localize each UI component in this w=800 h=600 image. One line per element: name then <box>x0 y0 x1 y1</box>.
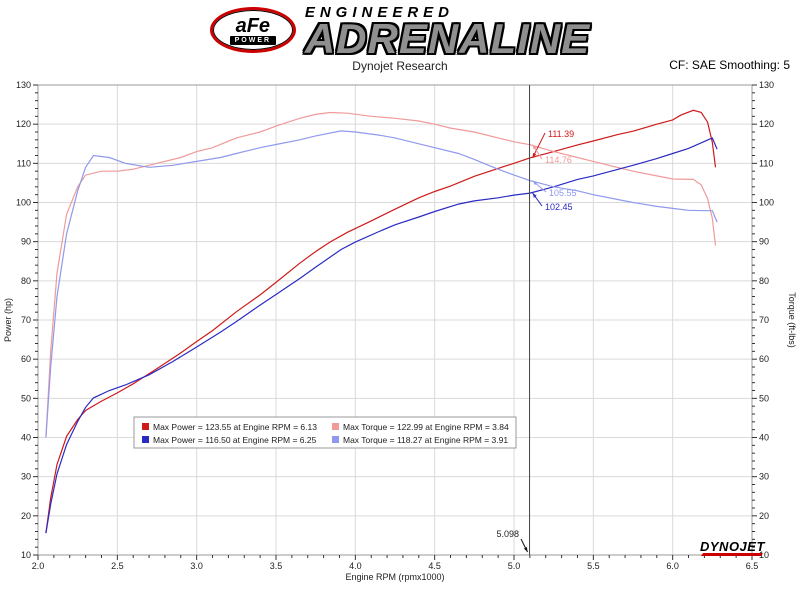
svg-text:4.5: 4.5 <box>428 561 441 571</box>
svg-text:5.5: 5.5 <box>587 561 600 571</box>
curve-stock-torque <box>45 130 718 438</box>
svg-text:3.5: 3.5 <box>270 561 283 571</box>
chart-legend: Max Power = 123.55 at Engine RPM = 6.13 M… <box>133 416 517 449</box>
svg-text:100: 100 <box>16 198 31 208</box>
svg-text:90: 90 <box>759 237 769 247</box>
correction-factor-label: CF: SAE Smoothing: 5 <box>669 58 790 72</box>
chart-subtitle: Dynojet Research <box>352 59 448 73</box>
svg-text:6.0: 6.0 <box>666 561 679 571</box>
header-banner: aFe POWER ENGINEERED ADRENALINE <box>0 4 800 62</box>
svg-text:102.45: 102.45 <box>545 202 573 212</box>
svg-text:110: 110 <box>17 158 31 168</box>
svg-text:60: 60 <box>21 354 31 364</box>
legend-swatch-afe-power <box>142 423 149 430</box>
svg-text:2.5: 2.5 <box>111 561 124 571</box>
svg-text:20: 20 <box>21 511 31 521</box>
svg-text:2.0: 2.0 <box>32 561 45 571</box>
svg-text:5.098: 5.098 <box>496 529 519 539</box>
legend-swatch-stock-power <box>142 436 149 443</box>
curve-afe-power <box>45 109 717 534</box>
cursor-readout-stock-torque: 105.55 <box>532 180 577 198</box>
svg-text:50: 50 <box>21 393 31 403</box>
cursor-readout-afe-power: 111.39 <box>532 129 574 159</box>
y-axis-title-right: Torque (ft-lbs) <box>787 292 797 348</box>
svg-text:114.76: 114.76 <box>545 155 572 165</box>
svg-text:120: 120 <box>759 119 774 129</box>
svg-text:10: 10 <box>759 550 769 560</box>
svg-text:130: 130 <box>759 80 774 90</box>
brand-wordmark: ENGINEERED ADRENALINE <box>304 4 591 62</box>
curve-stock-power <box>45 137 718 534</box>
svg-text:3.0: 3.0 <box>190 561 203 571</box>
svg-text:105.55: 105.55 <box>549 188 577 198</box>
legend-swatch-afe-torque <box>332 423 339 430</box>
svg-text:80: 80 <box>759 276 769 286</box>
svg-text:4.0: 4.0 <box>349 561 362 571</box>
svg-text:20: 20 <box>759 511 769 521</box>
curve-afe-torque <box>45 111 717 438</box>
svg-text:40: 40 <box>21 433 31 443</box>
dynojet-logo: DYNOJET <box>700 538 765 556</box>
svg-text:130: 130 <box>16 80 31 90</box>
svg-text:110: 110 <box>759 158 773 168</box>
afe-logo-subtext: POWER <box>229 35 277 45</box>
legend-label-afe-torque: Max Torque = 122.99 at Engine RPM = 3.84 <box>343 422 509 432</box>
cursor-readout-afe-torque: 114.76 <box>532 144 572 165</box>
svg-text:90: 90 <box>21 237 31 247</box>
legend-label-stock-torque: Max Torque = 118.27 at Engine RPM = 3.91 <box>343 435 508 445</box>
y-axis-title-left: Power (hp) <box>3 298 13 342</box>
afe-power-logo: aFe POWER <box>209 7 296 54</box>
svg-text:70: 70 <box>21 315 31 325</box>
dynojet-swoosh-icon <box>700 553 764 556</box>
svg-text:40: 40 <box>759 433 769 443</box>
svg-text:10: 10 <box>21 550 31 560</box>
svg-text:70: 70 <box>759 315 769 325</box>
svg-text:5.0: 5.0 <box>508 561 521 571</box>
svg-text:30: 30 <box>21 472 31 482</box>
svg-text:50: 50 <box>759 393 769 403</box>
brand-engineered: ENGINEERED <box>304 4 455 21</box>
y-axis: 10 10 20 20 30 30 40 40 50 50 60 60 70 70 80 80 90 90 100 1… <box>3 80 797 560</box>
x-axis-title: Engine RPM (rpmx1000) <box>345 572 444 582</box>
svg-text:80: 80 <box>21 276 31 286</box>
afe-logo-text: aFe <box>235 14 271 37</box>
legend-swatch-stock-torque <box>332 436 339 443</box>
legend-label-afe-power: Max Power = 123.55 at Engine RPM = 6.13 <box>153 422 317 432</box>
svg-text:6.5: 6.5 <box>746 561 759 571</box>
dynojet-logo-text: DYNOJET <box>700 539 765 554</box>
svg-text:60: 60 <box>759 354 769 364</box>
svg-text:111.39: 111.39 <box>548 129 574 139</box>
legend-label-stock-power: Max Power = 116.50 at Engine RPM = 6.25 <box>153 435 317 445</box>
x-axis: 2.0 2.5 3.0 3.5 4.0 4.5 5.0 5.5 6.0 6.5 Engine RPM… <box>32 555 759 582</box>
svg-text:120: 120 <box>16 119 31 129</box>
brand-adrenaline: ADRENALINE <box>304 15 591 62</box>
svg-text:100: 100 <box>759 198 774 208</box>
svg-text:30: 30 <box>759 472 769 482</box>
chart-grid <box>38 85 752 555</box>
cursor-readout-stock-power: 102.45 <box>532 192 573 212</box>
cursor-rpm-label: 5.098 <box>496 529 528 553</box>
